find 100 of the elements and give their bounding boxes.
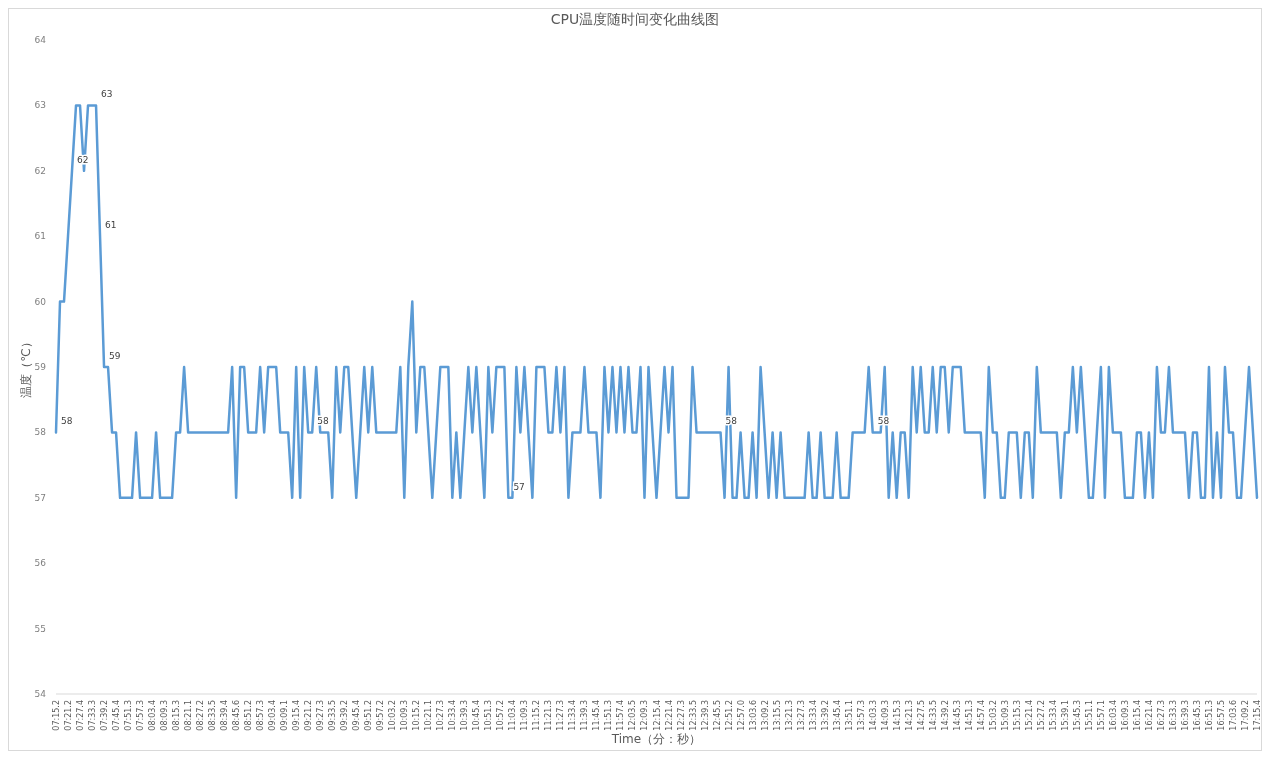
x-tick-label: 15:27.2 — [1036, 700, 1046, 731]
x-tick-label: 08:57.3 — [256, 700, 266, 731]
x-tick-label: 07:51.3 — [124, 700, 134, 731]
x-tick-label: 12:09.3 — [640, 700, 650, 731]
x-tick-label: 11:45.4 — [592, 700, 602, 731]
x-tick-label: 11:03.4 — [508, 700, 518, 731]
x-axis-title: Time（分：秒） — [610, 732, 702, 746]
x-tick-label: 09:21.2 — [304, 700, 314, 731]
x-tick-label: 08:39.4 — [220, 700, 230, 731]
x-tick-label: 12:03.5 — [628, 700, 638, 731]
x-tick-label: 14:15.3 — [892, 700, 902, 731]
x-tick-label: 14:33.5 — [928, 700, 938, 731]
data-label: 57 — [513, 481, 525, 492]
x-tick-label: 12:45.5 — [712, 700, 722, 731]
x-tick-label: 16:57.5 — [1216, 700, 1226, 731]
x-tick-label: 09:03.4 — [268, 700, 278, 731]
x-tick-label: 12:21.4 — [664, 700, 674, 731]
x-tick-label: 13:03.6 — [748, 700, 758, 731]
x-tick-label: 15:09.3 — [1000, 700, 1010, 731]
x-tick-label: 07:15.2 — [52, 700, 61, 731]
y-tick-label: 61 — [34, 231, 46, 242]
x-tick-label: 14:45.3 — [952, 700, 962, 731]
x-tick-label: 15:15.3 — [1012, 700, 1022, 731]
y-axis-title: 温度（℃） — [19, 336, 33, 398]
x-tick-label: 13:45.4 — [832, 700, 842, 731]
x-tick-label: 08:45.6 — [232, 700, 242, 731]
x-tick-label: 08:15.3 — [172, 700, 182, 731]
x-tick-label: 16:03.4 — [1108, 700, 1118, 731]
x-tick-label: 13:39.2 — [820, 700, 830, 731]
x-tick-label: 10:03.2 — [388, 700, 398, 731]
x-tick-label: 10:33.4 — [448, 700, 458, 731]
x-tick-label: 09:51.2 — [364, 700, 374, 731]
x-tick-label: 17:15.4 — [1253, 700, 1262, 731]
x-tick-label: 10:27.3 — [436, 700, 446, 731]
chart-title: CPU温度随时间变化曲线图 — [550, 11, 720, 27]
x-tick-label: 16:51.3 — [1204, 700, 1214, 731]
x-tick-label: 13:33.4 — [808, 700, 818, 731]
x-tick-label: 14:03.3 — [868, 700, 878, 731]
x-tick-label: 15:21.4 — [1024, 700, 1034, 731]
x-tick-label: 12:51.2 — [724, 700, 734, 731]
y-tick-label: 62 — [34, 165, 46, 176]
x-tick-label: 16:09.3 — [1120, 700, 1130, 731]
x-tick-label: 12:57.0 — [736, 700, 746, 731]
x-tick-label: 10:45.4 — [472, 700, 482, 731]
x-tick-label: 09:15.4 — [292, 700, 302, 731]
x-tick-label: 13:57.3 — [856, 700, 866, 731]
x-tick-label: 13:21.3 — [784, 700, 794, 731]
y-tick-label: 60 — [34, 296, 47, 307]
x-tick-label: 09:57.2 — [376, 700, 386, 731]
x-tick-label: 07:21.2 — [64, 700, 74, 731]
x-tick-label: 16:27.3 — [1156, 700, 1166, 731]
x-tick-label: 13:27.3 — [796, 700, 806, 731]
x-tick-label: 11:21.3 — [544, 700, 554, 731]
x-tick-label: 14:27.5 — [916, 700, 926, 731]
x-tick-label: 13:15.5 — [772, 700, 782, 731]
x-tick-label: 16:39.3 — [1180, 700, 1190, 731]
x-tick-label: 09:27.3 — [316, 700, 326, 731]
data-label: 63 — [101, 89, 113, 100]
x-tick-label: 08:21.1 — [184, 700, 194, 731]
x-tick-label: 14:09.3 — [880, 700, 890, 731]
x-tick-label: 10:21.1 — [424, 700, 434, 731]
y-tick-label: 58 — [34, 427, 47, 438]
y-tick-label: 55 — [34, 623, 46, 634]
y-tick-label: 59 — [34, 362, 47, 372]
x-tick-label: 09:45.4 — [352, 700, 362, 731]
x-tick-label: 15:33.4 — [1048, 700, 1058, 731]
x-tick-label: 10:15.2 — [412, 700, 422, 731]
y-tick-label: 56 — [34, 558, 47, 569]
y-tick-label: 64 — [34, 35, 47, 45]
x-tick-label: 08:33.5 — [208, 700, 218, 731]
data-label: 61 — [105, 220, 117, 231]
x-tick-label: 15:03.2 — [988, 700, 998, 731]
x-tick-label: 12:15.4 — [652, 700, 662, 731]
x-tick-label: 16:15.4 — [1132, 700, 1142, 731]
x-tick-label: 16:45.3 — [1192, 700, 1202, 731]
x-tick-label: 10:39.3 — [460, 700, 470, 731]
x-tick-label: 11:15.2 — [532, 700, 542, 731]
x-tick-label: 08:09.3 — [160, 700, 170, 731]
x-tick-label: 17:03.6 — [1228, 700, 1238, 731]
x-tick-label: 11:51.3 — [604, 700, 614, 731]
x-tick-label: 16:21.4 — [1144, 700, 1154, 731]
x-tick-label: 12:33.5 — [688, 700, 698, 731]
data-label: 59 — [109, 351, 121, 361]
y-tick-label: 57 — [34, 492, 46, 503]
x-tick-label: 14:21.3 — [904, 700, 914, 731]
x-tick-label: 13:51.1 — [844, 700, 854, 731]
x-tick-label: 11:33.4 — [568, 700, 578, 731]
x-tick-label: 15:57.1 — [1096, 700, 1106, 731]
y-tick-label: 54 — [34, 689, 47, 699]
data-label: 58 — [61, 416, 73, 427]
x-tick-label: 14:39.2 — [940, 700, 950, 731]
x-tick-label: 14:51.3 — [964, 700, 974, 731]
x-tick-label: 10:09.3 — [400, 700, 410, 731]
x-tick-label: 16:33.3 — [1168, 700, 1178, 731]
x-tick-label: 11:57.4 — [616, 700, 626, 731]
x-tick-label: 08:27.2 — [196, 700, 206, 731]
x-tick-label: 15:45.3 — [1072, 700, 1082, 731]
x-tick-label: 07:33.3 — [88, 700, 98, 731]
x-tick-label: 13:09.2 — [760, 700, 770, 731]
x-tick-label: 14:57.4 — [976, 700, 986, 731]
